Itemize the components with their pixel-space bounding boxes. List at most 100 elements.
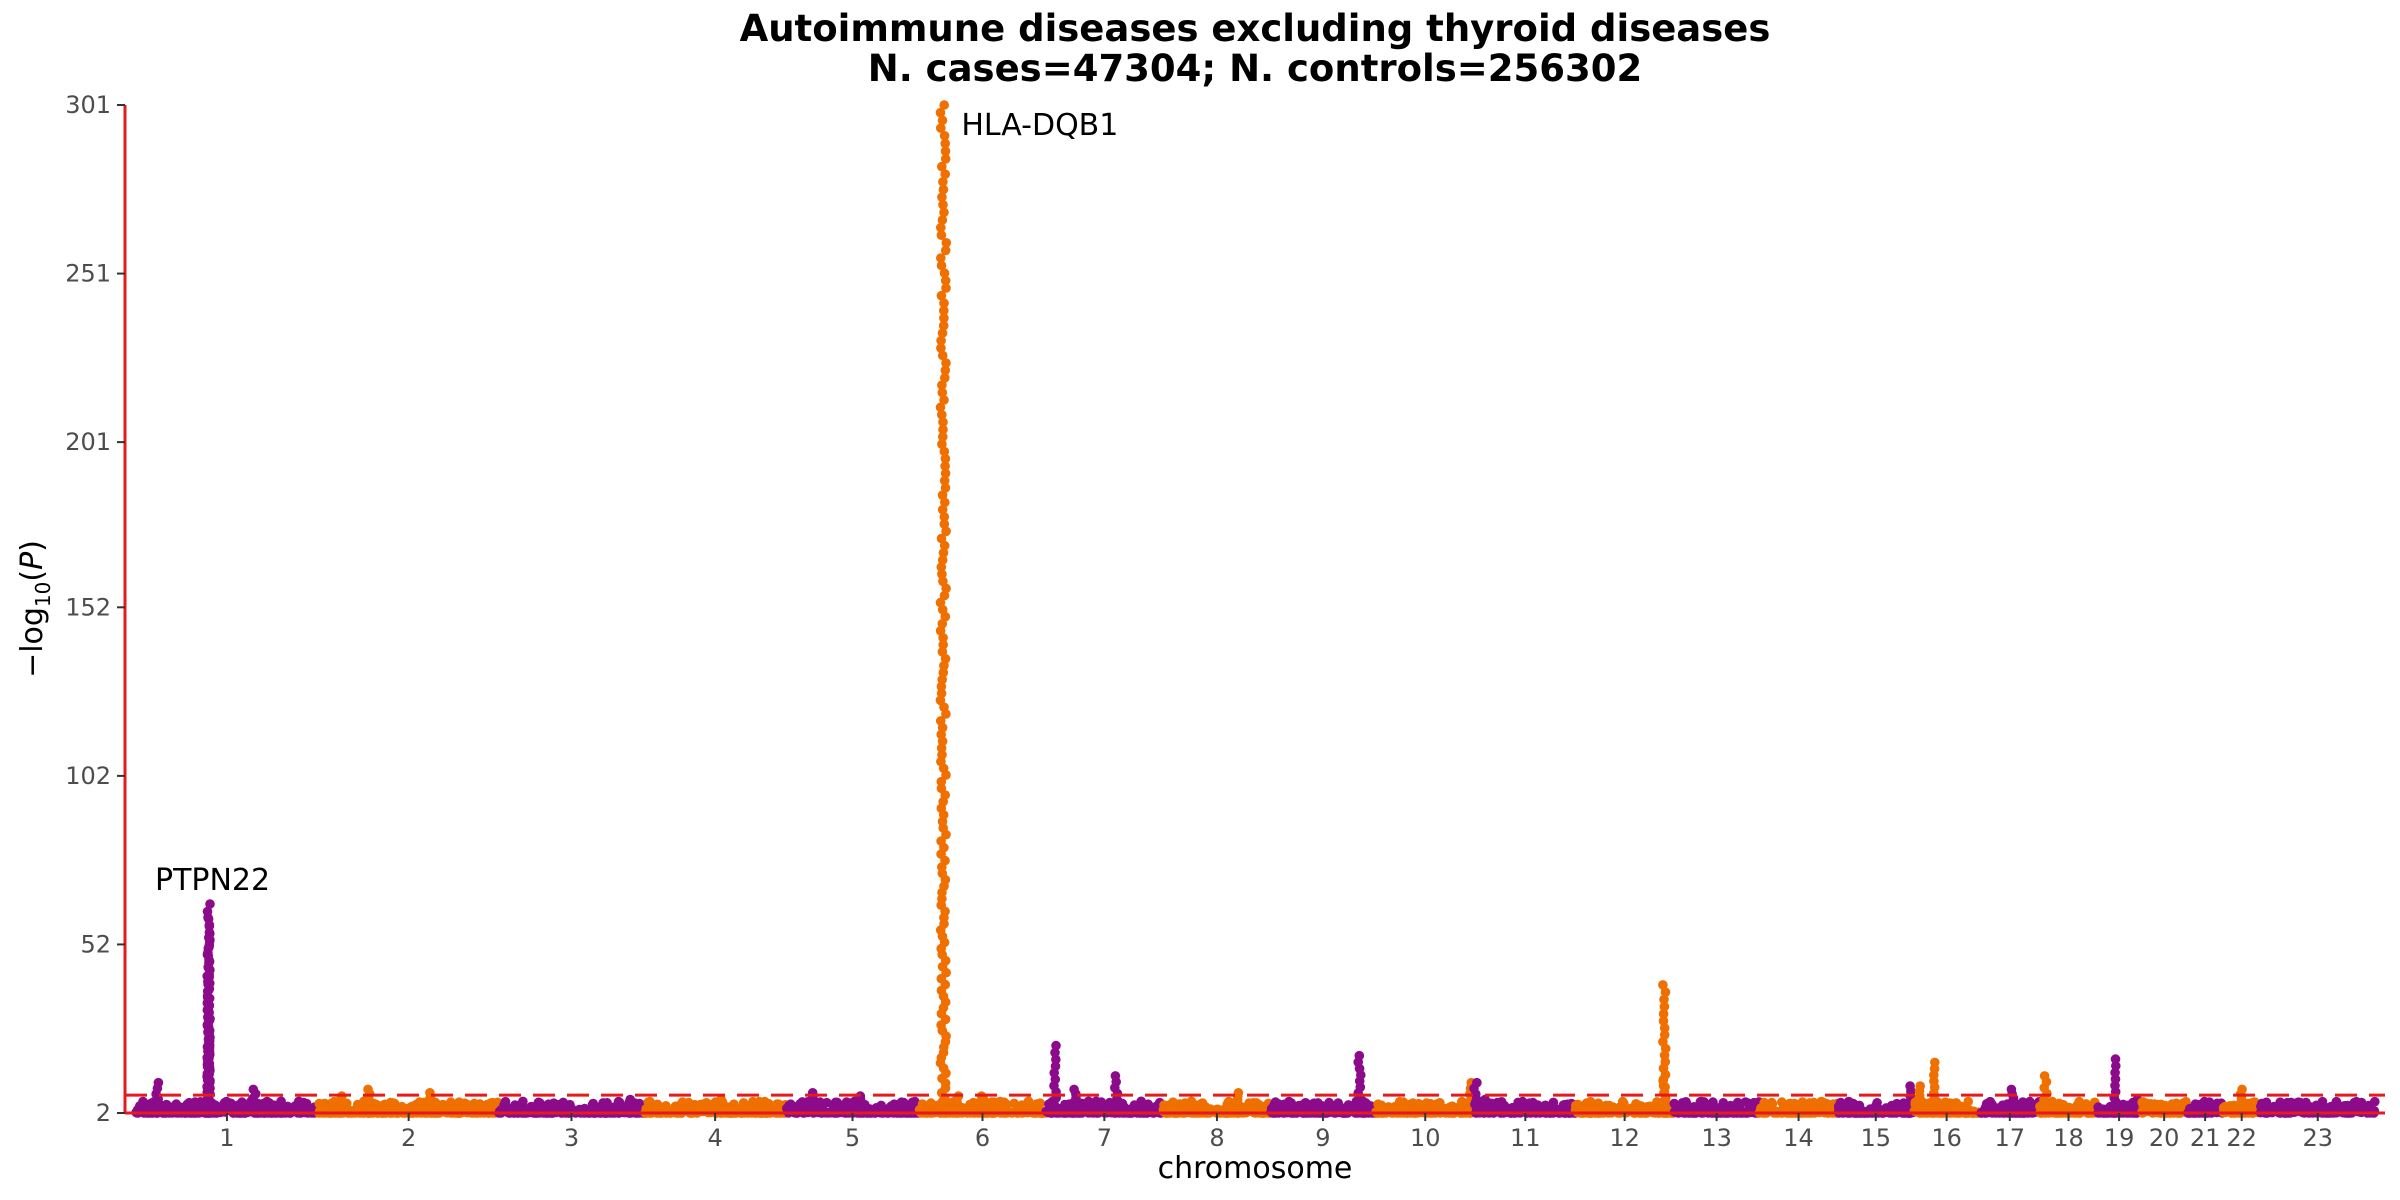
data-point — [204, 920, 215, 930]
data-point — [2111, 1061, 2121, 1071]
data-point — [1658, 1016, 1669, 1026]
data-point — [937, 192, 947, 202]
data-point — [994, 1102, 1004, 1112]
data-point — [203, 947, 213, 958]
data-point — [645, 1096, 655, 1107]
chromosome-9-points — [1266, 1050, 1380, 1118]
data-point — [818, 1100, 828, 1110]
data-point — [153, 1077, 164, 1088]
y-tick-label: 301 — [65, 91, 111, 119]
data-point — [1284, 1098, 1295, 1109]
data-point — [1430, 1101, 1440, 1111]
data-point — [937, 387, 948, 398]
data-point — [625, 1094, 635, 1105]
data-point — [1658, 1074, 1669, 1085]
x-tick-label: 5 — [845, 1124, 860, 1152]
x-tick-label: 11 — [1510, 1124, 1541, 1152]
data-point — [730, 1102, 741, 1113]
x-tick-label: 1 — [219, 1124, 234, 1152]
x-tick-label: 4 — [707, 1124, 722, 1152]
data-point — [2018, 1097, 2028, 1107]
data-point — [938, 177, 948, 187]
x-tick-label: 8 — [1209, 1124, 1224, 1152]
data-point — [938, 576, 948, 587]
data-point — [941, 238, 952, 248]
data-point — [936, 533, 947, 544]
data-point — [937, 328, 948, 338]
data-point — [940, 245, 951, 256]
x-tick-label: 9 — [1315, 1124, 1330, 1152]
data-point — [936, 562, 947, 572]
data-points — [131, 100, 2380, 1118]
chromosome-7-points — [1041, 1040, 1168, 1118]
data-point — [940, 461, 950, 471]
data-point — [938, 417, 948, 427]
data-point — [202, 1061, 213, 1072]
data-point — [1009, 1098, 1019, 1109]
data-point — [1688, 1106, 1698, 1117]
annotation-label: HLA-DQB1 — [961, 108, 1118, 143]
data-point — [938, 548, 949, 558]
data-point — [2110, 1054, 2121, 1064]
data-point — [221, 1096, 232, 1107]
x-tick-label: 13 — [1701, 1124, 1732, 1152]
data-point — [513, 1100, 523, 1111]
data-point — [938, 667, 949, 678]
y-axis-title: −log10(P) — [15, 540, 55, 678]
y-axis-ticks: 2 52 102 152 201 251 301 — [65, 91, 125, 1127]
data-point — [237, 1100, 248, 1110]
data-point — [940, 497, 950, 508]
data-point — [592, 1102, 602, 1112]
data-point — [941, 526, 951, 537]
data-point — [1930, 1057, 1940, 1068]
data-point — [2039, 1071, 2050, 1081]
data-point — [939, 268, 950, 278]
data-point — [500, 1096, 511, 1107]
data-point — [1540, 1100, 1551, 1111]
chromosome-1-points — [131, 899, 323, 1118]
x-tick-label: 19 — [2104, 1124, 2135, 1152]
data-point — [1659, 1001, 1670, 1012]
data-point — [204, 932, 214, 943]
y-tick-label: 201 — [65, 428, 111, 456]
chromosome-17-points — [1976, 1084, 2044, 1118]
data-point — [898, 1097, 909, 1108]
x-tick-label: 12 — [1609, 1124, 1640, 1152]
data-point — [203, 1027, 213, 1037]
data-point — [447, 1104, 458, 1114]
data-point — [466, 1103, 477, 1114]
data-point — [940, 365, 951, 376]
data-point — [935, 107, 946, 118]
data-point — [1660, 987, 1671, 997]
y-tick-label: 102 — [65, 762, 111, 790]
data-point — [938, 432, 948, 442]
data-point — [935, 402, 946, 413]
data-point — [205, 899, 215, 909]
data-point — [785, 1103, 796, 1113]
data-point — [937, 161, 947, 172]
data-point — [1050, 1061, 1061, 1072]
data-point — [938, 320, 949, 331]
data-point — [2318, 1103, 2328, 1114]
data-point — [937, 215, 948, 225]
data-point — [204, 993, 215, 1004]
data-point — [939, 512, 950, 522]
data-point — [1096, 1097, 1107, 1107]
data-point — [641, 1104, 651, 1114]
data-point — [2079, 1099, 2090, 1110]
data-point — [936, 123, 946, 133]
data-point — [1631, 1099, 1641, 1109]
data-point — [413, 1099, 423, 1109]
data-point — [2059, 1106, 2069, 1116]
y-tick-label: 52 — [80, 930, 111, 958]
x-tick-label: 6 — [975, 1124, 990, 1152]
data-point — [204, 940, 215, 950]
data-point — [319, 1102, 330, 1113]
data-point — [1244, 1098, 1254, 1108]
data-point — [1051, 1040, 1061, 1051]
chart-subtitle: N. cases=47304; N. controls=256302 — [868, 47, 1642, 90]
data-point — [937, 410, 947, 420]
data-point — [204, 969, 214, 980]
data-point — [1915, 1081, 1925, 1091]
